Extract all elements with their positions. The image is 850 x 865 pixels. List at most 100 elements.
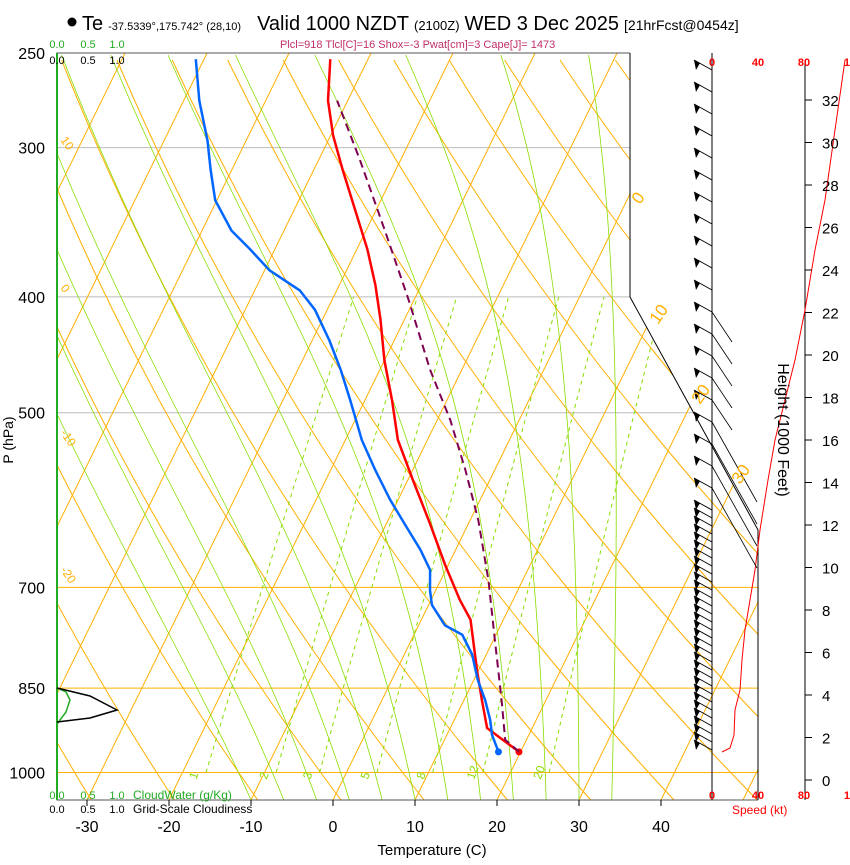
y-axis-title: P (hPa) [0,416,16,463]
height-tick-label: 2 [822,731,830,748]
height-tick-label: 12 [822,518,839,535]
pressure-tick-label: 400 [18,290,45,307]
speed-tick-label-bottom: 40 [752,790,764,802]
pressure-tick-label: 1000 [9,765,45,782]
dewpoint-line [196,59,499,752]
cloudwater-title: CloudWater (g/Kg) [133,788,232,802]
temperature-tick-label: -20 [157,819,180,836]
mixing-ratio-label: 2 [256,770,272,781]
speed-tick-label-bottom: 12 [844,790,850,802]
wind-barb-tail [712,378,732,408]
wind-barb-flag [694,60,700,70]
cloudwater-tick-top: 0.5 [80,39,95,51]
pressure-tick-label: 500 [18,406,45,423]
wind-barb-tail [712,422,757,502]
dry-adiabat-line [837,60,850,800]
station-marker-icon [68,18,77,27]
wind-barb-flag [694,170,700,180]
dry-adiabat-line [339,60,850,800]
parcel-line [337,101,519,752]
mixing-ratio-line [206,297,354,773]
height-tick-label: 10 [822,561,839,578]
cloudwater-tick-bottom: 0.5 [80,790,95,802]
wind-barb-tail [712,312,732,342]
wind-barb-flag [694,412,700,422]
cloudiness-tick-bottom: 0.5 [80,804,95,816]
temperature-line [328,59,519,752]
pressure-tick-label: 850 [18,681,45,698]
speed-axis-title: Speed (kt) [732,803,787,817]
height-tick-label: 30 [822,136,839,153]
height-tick-label: 4 [822,688,830,705]
wind-barb-flag [694,126,700,136]
height-tick-label: 6 [822,646,830,663]
cloudiness-tick-bottom: 0.0 [49,804,64,816]
isotherm-label: 30 [728,461,754,487]
isotherm-label: 0 [58,282,73,296]
speed-tick-label-top: 40 [752,57,764,69]
height-tick-label: 0 [822,773,830,790]
temperature-tick-label: 10 [406,819,424,836]
mixing-ratio-label: 3 [300,770,316,781]
speed-tick-label-top: 0 [709,57,715,69]
height-tick-label: 16 [822,433,839,450]
wind-barb-flag [694,740,700,750]
mixing-ratio-label: 5 [358,770,374,781]
temperature-tick-label: 0 [329,819,338,836]
wind-barb-flag [694,324,700,334]
cloudwater-tick-bottom: 1.0 [109,790,124,802]
height-tick-label: 20 [822,348,839,365]
cloudwater-line [57,688,70,724]
wind-barb-tail [712,356,732,386]
isotherm-label: 20 [688,381,714,407]
cloudiness-tick-top: 0.0 [49,55,64,67]
temperature-tick-label: 20 [488,819,506,836]
temperature-tick-label: -10 [239,819,262,836]
cloudiness-tick-bottom: 1.0 [109,804,124,816]
cloudwater-tick-top: 0.0 [49,39,64,51]
speed-tick-label-bottom: 0 [709,790,715,802]
dewpoint-surface-point [495,748,502,755]
isotherm-line [743,53,850,800]
isotherm-label: 10 [58,134,77,153]
dry-adiabat-line [283,60,840,800]
pressure-tick-label: 300 [18,141,45,158]
height-tick-label: 22 [822,306,839,323]
station-name: Te [82,13,103,35]
cloudwater-tick-top: 1.0 [109,39,124,51]
wind-barb-flag [694,104,700,114]
height-tick-label: 26 [822,221,839,238]
speed-tick-label-top: 80 [798,57,810,69]
cloudiness-tick-top: 0.5 [80,55,95,67]
dry-adiabat-line [0,60,341,800]
wind-barb-tail [712,444,757,524]
wind-barb-flag [694,236,700,246]
wind-barb-tail [712,334,732,364]
mixing-ratio-line [549,297,663,773]
x-axis-title: Temperature (C) [377,842,486,859]
header-line: Te -37.5339°,175.742° (28,10) Valid 1000 N… [82,13,739,35]
grid-lines [0,53,850,800]
temperature-tick-label: 40 [652,819,670,836]
wind-barb-flag [694,258,700,268]
valid-time: Valid 1000 NZDT [257,13,409,35]
isotherm-label: -10 [58,427,80,450]
wind-barb-flag [694,82,700,92]
wind-barb-flag [694,456,700,466]
wind-barb-flag [694,346,700,356]
wind-barb-flag [694,368,700,378]
temperature-tick-label: 30 [570,819,588,836]
pressure-tick-label: 700 [18,580,45,597]
wind-barb-flag [694,434,700,444]
station-coords: -37.5339°,175.742° (28,10) [108,21,241,33]
pressure-tick-label: 250 [18,46,45,63]
isotherm-label: -20 [58,564,80,587]
height-axis-title: Height (1000 Feet) [774,363,791,496]
wind-barb-tail [712,400,732,430]
height-tick-label: 28 [822,178,839,195]
wind-barb-flag [694,148,700,158]
dry-adiabat-line [117,60,591,800]
height-tick-label: 18 [822,391,839,408]
